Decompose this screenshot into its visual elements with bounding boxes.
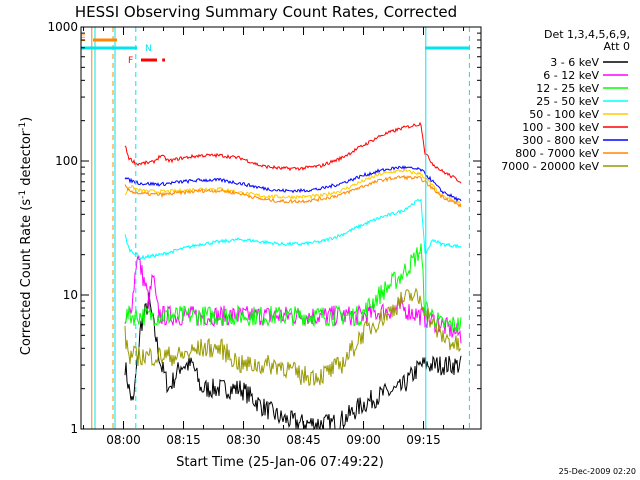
y-axis-label-sup2: -1 <box>18 122 28 131</box>
x-tick-label: 09:15 <box>406 433 441 447</box>
legend-label-5: 50 - 100 keV <box>529 108 599 121</box>
y-axis-label-sup1: -1 <box>18 190 28 199</box>
legend-label-4: 25 - 50 keV <box>536 95 599 108</box>
x-axis-label: Start Time (25-Jan-06 07:49:22) <box>176 455 384 470</box>
y-axis-label-mid: detector <box>19 130 34 190</box>
flag-label-e: E <box>80 34 86 44</box>
x-tick-label: 08:30 <box>226 433 261 447</box>
legend-label-1: 3 - 6 keV <box>550 56 599 69</box>
chart-title: HESSI Observing Summary Count Rates, Cor… <box>75 3 457 21</box>
flag-label-n: N <box>145 44 152 54</box>
series-line-7 <box>124 165 462 203</box>
series-line-1 <box>124 292 462 431</box>
series-line-5 <box>124 169 462 206</box>
legend-label-8: 800 - 7000 keV <box>515 147 599 160</box>
legend-label-3: 12 - 25 keV <box>536 82 599 95</box>
y-tick-label: 1 <box>70 422 78 436</box>
svg-text:Corrected Count Rate (s-1 dete: Corrected Count Rate (s-1 detector-1) <box>18 117 34 355</box>
flag-label-f: F <box>128 56 133 66</box>
y-tick-label: 100 <box>55 154 78 168</box>
legend-label-9: 7000 - 20000 keV <box>501 160 599 173</box>
legend-label-7: 300 - 800 keV <box>522 134 599 147</box>
plot-area: F N E 1 10 100 1000 08:00 08:15 08:30 08:45 09:00 09… <box>47 20 482 447</box>
series-line-3 <box>124 243 462 333</box>
plot-frame <box>80 26 482 430</box>
x-tick-label: 08:15 <box>166 433 201 447</box>
y-axis-label: Corrected Count Rate (s-1 detector-1) <box>18 117 34 355</box>
x-tick-label: 08:45 <box>286 433 321 447</box>
footer-timestamp: 25-Dec-2009 02:20 <box>559 467 636 476</box>
legend-label-2: 6 - 12 keV <box>543 69 599 82</box>
x-tick-label: 08:00 <box>106 433 141 447</box>
series-line-8 <box>124 174 462 208</box>
legend-label-6: 100 - 300 keV <box>522 121 599 134</box>
series-line-4 <box>124 198 462 260</box>
y-axis-label-main: Corrected Count Rate (s <box>19 199 34 356</box>
y-axis-label-end: ) <box>19 117 34 122</box>
legend-header-1: Det 1,3,4,5,6,9, <box>544 28 630 41</box>
x-tick-label: 09:00 <box>346 433 381 447</box>
series-line-9 <box>124 287 462 387</box>
y-tick-label: 1000 <box>47 20 78 34</box>
legend-header-2: Att 0 <box>604 40 630 53</box>
y-tick-label: 10 <box>63 288 78 302</box>
series-line-6 <box>124 121 462 184</box>
